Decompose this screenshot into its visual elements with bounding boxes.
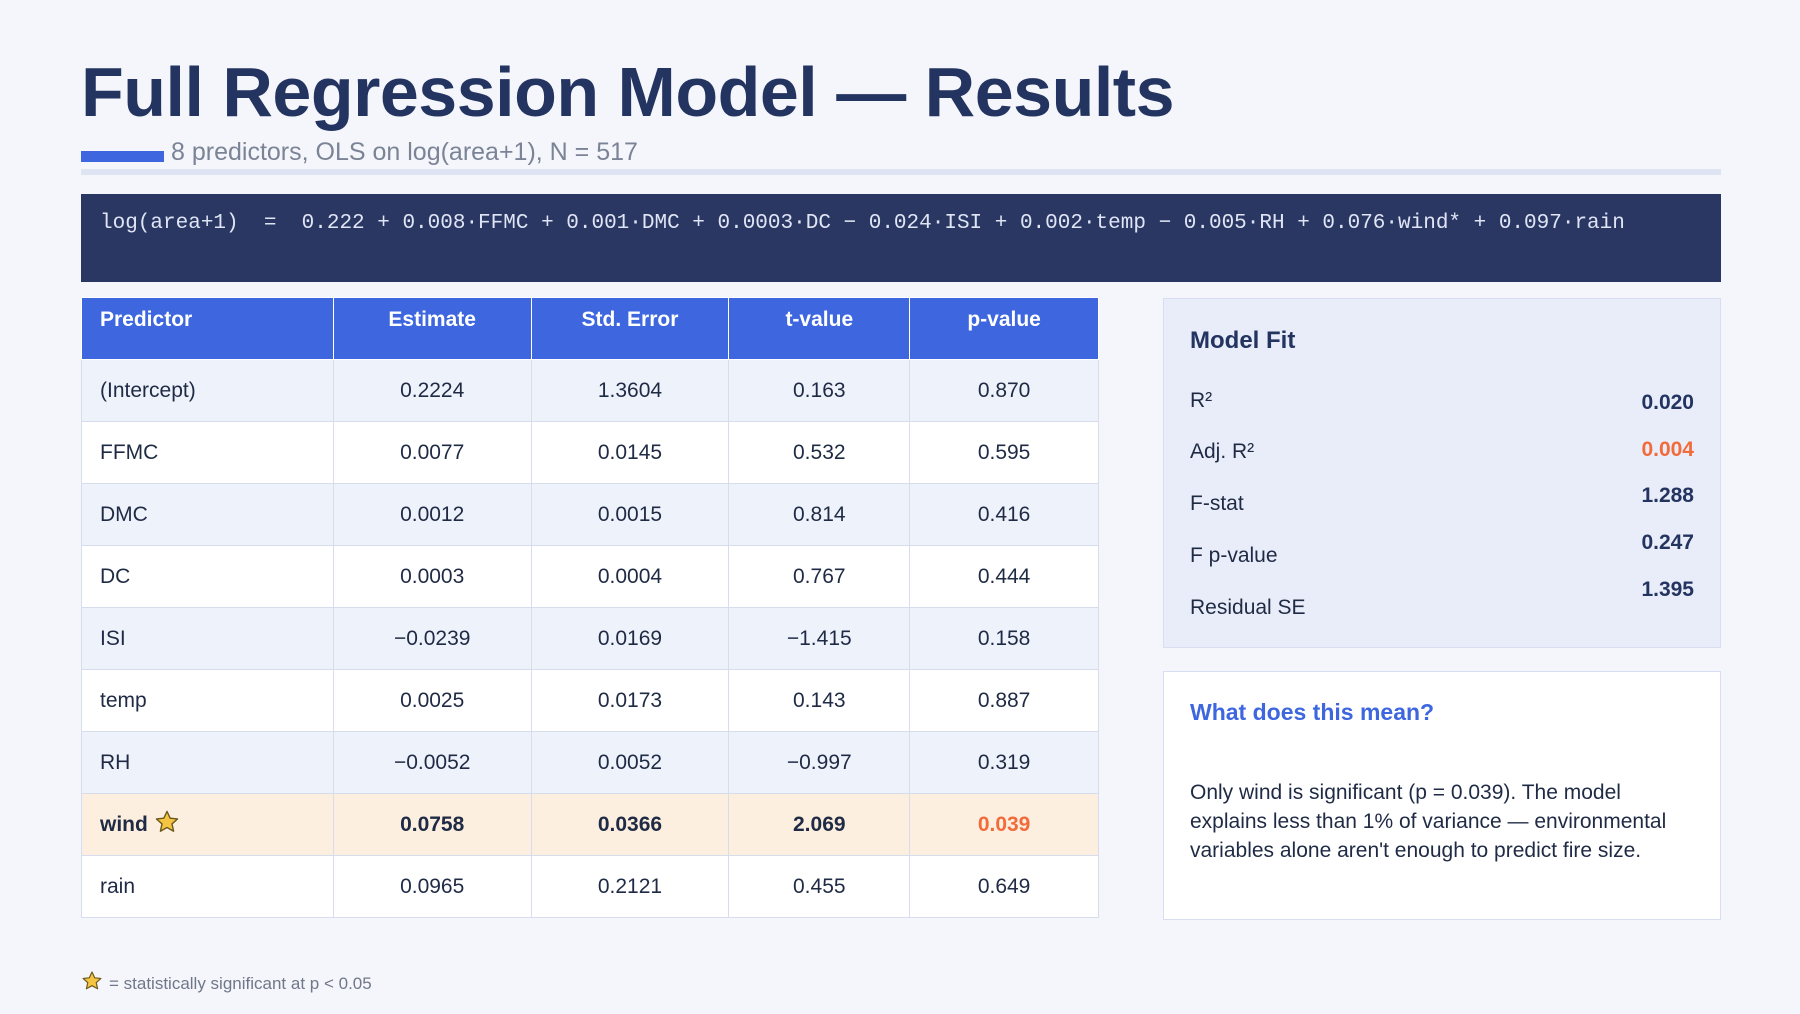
header-predictor: Predictor [81, 297, 334, 360]
t-value-cell: 0.163 [728, 359, 911, 422]
std-error-cell: 0.0015 [530, 483, 730, 546]
estimate-cell: 0.0025 [332, 669, 532, 732]
interpretation-body: Only wind is significant (p = 0.039). Th… [1190, 781, 1667, 862]
predictor-cell: FFMC [81, 421, 334, 484]
t-value-cell: 2.069 [728, 793, 911, 856]
predictor-cell: wind [81, 793, 334, 856]
p-value-cell: 0.039 [909, 793, 1099, 856]
std-error-cell: 0.0145 [530, 421, 730, 484]
p-value-cell: 0.595 [909, 421, 1099, 484]
predictor-cell: (Intercept) [81, 359, 334, 422]
t-value-cell: 0.143 [728, 669, 911, 732]
predictor-cell: rain [81, 855, 334, 918]
fit-label-f-p-value: F p-value [1190, 544, 1278, 567]
std-error-cell: 0.0173 [530, 669, 730, 732]
std-error-cell: 0.2121 [530, 855, 730, 918]
model-fit-card: Model Fit R² 0.020 Adj. R² 0.004 F-stat … [1163, 298, 1721, 648]
table-header-row: Predictor Estimate Std. Error t-value p-… [81, 297, 1099, 360]
p-value-cell: 0.870 [909, 359, 1099, 422]
estimate-cell: 0.2224 [332, 359, 532, 422]
t-value-cell: 0.455 [728, 855, 911, 918]
predictor-label: wind [100, 812, 148, 836]
estimate-cell: 0.0012 [332, 483, 532, 546]
std-error-cell: 0.0366 [530, 793, 730, 856]
star-icon [81, 970, 103, 998]
predictor-cell: temp [81, 669, 334, 732]
interpretation-title: What does this mean? [1190, 699, 1435, 725]
estimate-cell: 0.0003 [332, 545, 532, 608]
regression-equation: log(area+1) = 0.222 + 0.008·FFMC + 0.001… [81, 194, 1721, 282]
header-estimate: Estimate [332, 297, 532, 360]
table-row: rain 0.0965 0.2121 0.455 0.649 [81, 855, 1099, 918]
fit-value-f-stat: 1.288 [1641, 484, 1694, 507]
header-p-value: p-value [909, 297, 1099, 360]
std-error-cell: 0.0052 [530, 731, 730, 794]
p-value-cell: 0.416 [909, 483, 1099, 546]
significance-footnote: = statistically significant at p < 0.05 [81, 970, 372, 998]
p-value-cell: 0.444 [909, 545, 1099, 608]
t-value-cell: 0.767 [728, 545, 911, 608]
fit-label-residual-se: Residual SE [1190, 596, 1306, 619]
table-row: RH −0.0052 0.0052 −0.997 0.319 [81, 731, 1099, 794]
interpretation-card: What does this mean? Only wind is signif… [1163, 671, 1721, 920]
title-divider [81, 169, 1721, 175]
footnote-text: = statistically significant at p < 0.05 [109, 974, 372, 993]
std-error-cell: 1.3604 [530, 359, 730, 422]
header-t-value: t-value [728, 297, 911, 360]
p-value-cell: 0.649 [909, 855, 1099, 918]
table-row: DC 0.0003 0.0004 0.767 0.444 [81, 545, 1099, 608]
fit-label-adj-r2: Adj. R² [1190, 440, 1255, 463]
predictor-cell: DC [81, 545, 334, 608]
fit-value-adj-r2: 0.004 [1641, 438, 1694, 461]
table-row: DMC 0.0012 0.0015 0.814 0.416 [81, 483, 1099, 546]
estimate-cell: 0.0758 [332, 793, 532, 856]
estimate-cell: 0.0077 [332, 421, 532, 484]
predictor-cell: ISI [81, 607, 334, 670]
fit-value-residual-se: 1.395 [1641, 578, 1694, 601]
p-value-cell: 0.158 [909, 607, 1099, 670]
star-icon [154, 809, 180, 841]
page-title: Full Regression Model — Results [81, 53, 1175, 131]
std-error-cell: 0.0169 [530, 607, 730, 670]
table-row: FFMC 0.0077 0.0145 0.532 0.595 [81, 421, 1099, 484]
fit-value-r2: 0.020 [1641, 391, 1694, 414]
model-fit-title: Model Fit [1190, 327, 1296, 354]
predictor-cell: DMC [81, 483, 334, 546]
fit-label-f-stat: F-stat [1190, 492, 1244, 515]
t-value-cell: −0.997 [728, 731, 911, 794]
t-value-cell: 0.814 [728, 483, 911, 546]
fit-value-f-p-value: 0.247 [1641, 531, 1694, 554]
estimate-cell: 0.0965 [332, 855, 532, 918]
header-std-error: Std. Error [530, 297, 730, 360]
page-subtitle: 8 predictors, OLS on log(area+1), N = 51… [171, 138, 638, 166]
coefficient-table: Predictor Estimate Std. Error t-value p-… [81, 297, 1099, 918]
p-value-cell: 0.319 [909, 731, 1099, 794]
table-row-significant: wind 0.0758 0.0366 2.069 0.039 [81, 793, 1099, 856]
table-row: ISI −0.0239 0.0169 −1.415 0.158 [81, 607, 1099, 670]
predictor-cell: RH [81, 731, 334, 794]
table-row: temp 0.0025 0.0173 0.143 0.887 [81, 669, 1099, 732]
estimate-cell: −0.0052 [332, 731, 532, 794]
table-row: (Intercept) 0.2224 1.3604 0.163 0.870 [81, 359, 1099, 422]
std-error-cell: 0.0004 [530, 545, 730, 608]
t-value-cell: 0.532 [728, 421, 911, 484]
p-value-cell: 0.887 [909, 669, 1099, 732]
fit-label-r2: R² [1190, 389, 1213, 412]
title-accent-bar [81, 151, 164, 162]
estimate-cell: −0.0239 [332, 607, 532, 670]
t-value-cell: −1.415 [728, 607, 911, 670]
